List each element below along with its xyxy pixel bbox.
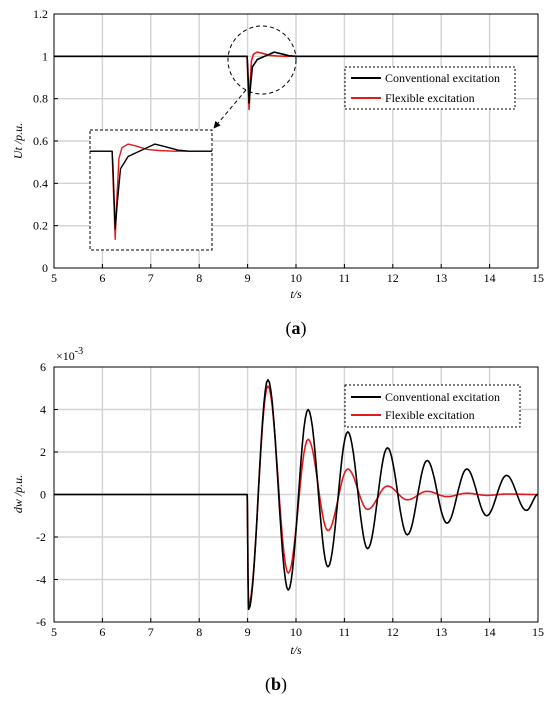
x-tick-label: 10 bbox=[290, 271, 302, 285]
legend-a-conventional-label: Conventional excitation bbox=[385, 71, 500, 85]
y-tick-label: -4 bbox=[36, 573, 46, 587]
y-tick-label: -2 bbox=[36, 530, 46, 544]
x-tick-label: 14 bbox=[484, 625, 496, 639]
chart-a-y-ticks: 0 0.2 0.4 0.6 0.8 1 1.2 bbox=[33, 7, 58, 275]
y-tick-label: 0 bbox=[40, 488, 46, 502]
legend-b-flexible-label: Flexible excitation bbox=[385, 408, 475, 422]
y-tick-label: 4 bbox=[40, 403, 46, 417]
x-tick-label: 6 bbox=[99, 625, 105, 639]
x-tick-label: 13 bbox=[435, 271, 447, 285]
chart-b: 5 6 7 8 9 10 11 12 13 14 15 -6 -4 -2 0 2 4 6 ×10-3 dw /p… bbox=[11, 346, 544, 695]
x-tick-label: 7 bbox=[148, 625, 154, 639]
x-tick-label: 5 bbox=[51, 271, 57, 285]
x-tick-label: 10 bbox=[290, 625, 302, 639]
chart-a: 5 6 7 8 9 10 11 12 13 14 15 0 0.2 0.4 0.6 0.8 1 1.2 Ut /… bbox=[11, 7, 544, 339]
legend-b-conventional-label: Conventional excitation bbox=[385, 390, 500, 404]
y-tick-label: 0.8 bbox=[33, 92, 48, 106]
chart-a-x-ticks: 5 6 7 8 9 10 11 12 13 14 15 bbox=[51, 264, 544, 285]
x-tick-label: 8 bbox=[196, 625, 202, 639]
x-tick-label: 13 bbox=[435, 625, 447, 639]
series-conventional bbox=[54, 378, 539, 611]
y-tick-label: 1 bbox=[42, 49, 48, 63]
chart-a-legend: Conventional excitation Flexible excitat… bbox=[344, 66, 516, 110]
y-tick-label: 0 bbox=[42, 261, 48, 275]
x-tick-label: 15 bbox=[532, 271, 544, 285]
chart-b-caption: (b) bbox=[265, 674, 287, 695]
chart-a-series bbox=[54, 51, 538, 111]
zoom-inset-series bbox=[90, 143, 212, 241]
x-tick-label: 7 bbox=[148, 271, 154, 285]
chart-b-multiplier: ×10-3 bbox=[56, 346, 83, 363]
chart-b-legend: Conventional excitation Flexible excitat… bbox=[344, 384, 521, 428]
x-tick-label: 11 bbox=[339, 271, 351, 285]
x-tick-label: 8 bbox=[196, 271, 202, 285]
x-tick-label: 14 bbox=[484, 271, 496, 285]
y-tick-label: 0.4 bbox=[33, 176, 48, 190]
x-tick-label: 5 bbox=[51, 625, 57, 639]
series-conventional bbox=[54, 51, 538, 104]
chart-b-x-axis-label: t/s bbox=[290, 643, 302, 657]
x-tick-label: 12 bbox=[387, 625, 399, 639]
x-tick-label: 9 bbox=[245, 625, 251, 639]
zoom-arrow bbox=[213, 89, 247, 129]
chart-a-y-axis-label: Ut /p.u. bbox=[11, 123, 25, 159]
x-tick-label: 9 bbox=[245, 271, 251, 285]
x-tick-label: 6 bbox=[99, 271, 105, 285]
inset-series-conventional bbox=[90, 143, 212, 230]
legend-a-flexible-label: Flexible excitation bbox=[385, 91, 475, 105]
chart-b-y-axis-label: dw /p.u. bbox=[11, 475, 25, 513]
x-tick-label: 12 bbox=[387, 271, 399, 285]
y-tick-label: 6 bbox=[40, 360, 46, 374]
chart-b-y-ticks: -6 -4 -2 0 2 4 6 bbox=[36, 360, 58, 629]
chart-a-caption: (a) bbox=[286, 318, 307, 339]
zoom-inset bbox=[89, 129, 213, 251]
y-tick-label: 0.2 bbox=[33, 219, 48, 233]
x-tick-label: 15 bbox=[532, 625, 544, 639]
y-tick-label: 0.6 bbox=[33, 134, 48, 148]
zoom-circle bbox=[227, 25, 297, 95]
x-tick-label: 11 bbox=[339, 625, 351, 639]
chart-a-x-axis-label: t/s bbox=[290, 287, 302, 301]
chart-b-series bbox=[54, 378, 539, 611]
y-tick-label: 2 bbox=[40, 445, 46, 459]
y-tick-label: -6 bbox=[36, 615, 46, 629]
chart-b-x-ticks: 5 6 7 8 9 10 11 12 13 14 15 bbox=[51, 618, 544, 639]
y-tick-label: 1.2 bbox=[33, 7, 48, 21]
